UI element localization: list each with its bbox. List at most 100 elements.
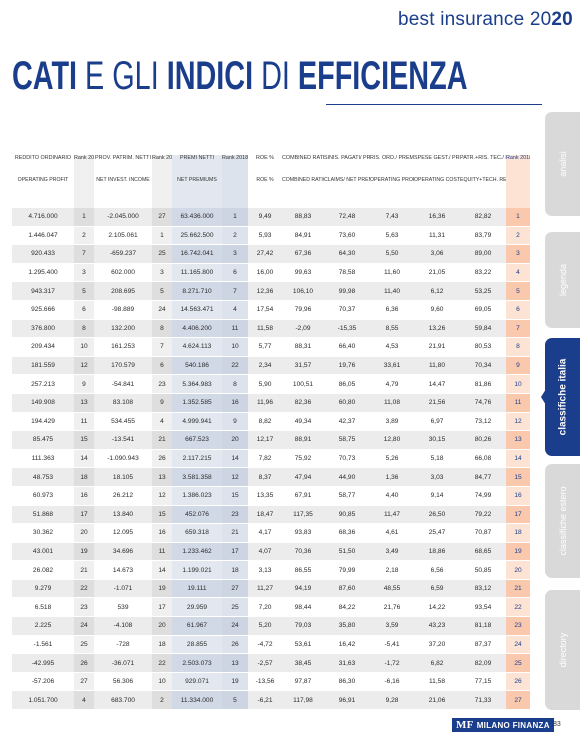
- value-cell: 81,18: [460, 616, 506, 636]
- header-row-english: OPERATING PROFIT NET INVEST. INCOME NET PR…: [12, 177, 530, 208]
- rank-cell: 7: [506, 319, 530, 339]
- value-cell: 11.334.000: [172, 690, 222, 711]
- table-row: 376.800 8 132.200 8 4.406.200 11 11,58 -2,09 -15…: [12, 319, 530, 339]
- value-cell: 84,22: [324, 597, 370, 618]
- rank-cell: 26: [506, 672, 530, 692]
- value-cell: 93,83: [282, 523, 324, 543]
- value-cell: 16.742.041: [172, 244, 222, 264]
- column-header: PROV. PATRIM. NETTI: [95, 155, 151, 161]
- rank-cell: 8: [222, 374, 248, 394]
- value-cell: 25,47: [414, 523, 460, 543]
- rank-cell: 3: [222, 244, 248, 264]
- value-cell: 11,47: [370, 505, 414, 525]
- value-cell: 11,58: [414, 672, 460, 692]
- rank-cell: 10: [506, 374, 530, 394]
- rank-cell: 20: [222, 430, 248, 450]
- value-cell: 14.673: [94, 560, 152, 580]
- value-cell: 63.436.000: [172, 208, 222, 227]
- rank-cell: 23: [74, 597, 94, 618]
- value-cell: 9,49: [248, 208, 282, 227]
- value-cell: 83,79: [460, 226, 506, 246]
- value-cell: -98.889: [94, 300, 152, 320]
- value-cell: 44,90: [324, 467, 370, 487]
- value-cell: 11,27: [248, 579, 282, 599]
- tab-legenda[interactable]: legenda: [545, 232, 580, 328]
- value-cell: 42,37: [324, 412, 370, 432]
- value-cell: 920.433: [12, 244, 74, 264]
- value-cell: 2.105.061: [94, 226, 152, 246]
- rank-cell: 14: [152, 560, 172, 580]
- value-cell: 208.695: [94, 281, 152, 301]
- table-row: 925.666 6 -98.889 24 14.563.471 4 17,54 79,96 70…: [12, 300, 530, 320]
- value-cell: 11,40: [370, 281, 414, 301]
- table-row: -1.561 25 -728 18 28.855 26 -4,72 53,61 16,42 -5,…: [12, 635, 530, 655]
- tab-directory[interactable]: directory: [545, 590, 580, 710]
- value-cell: 11,08: [370, 393, 414, 413]
- value-cell: 7,82: [248, 449, 282, 469]
- table-row: 43.001 19 34.696 11 1.233.462 17 4,07 70,36 51,5…: [12, 542, 530, 562]
- value-cell: 93,54: [460, 597, 506, 618]
- value-cell: 4,79: [370, 374, 414, 394]
- value-cell: 8.271.710: [172, 281, 222, 301]
- rank-cell: 22: [222, 356, 248, 376]
- value-cell: 929.071: [172, 672, 222, 692]
- column-header-english: OPERATING COSTS/NET PREMIUMS: [414, 177, 460, 183]
- value-cell: 6,12: [414, 281, 460, 301]
- value-cell: -1,72: [370, 653, 414, 673]
- value-cell: -659.237: [94, 244, 152, 264]
- rank-cell: 27: [152, 208, 172, 227]
- value-cell: 70,73: [324, 449, 370, 469]
- rank-cell: 4: [506, 263, 530, 283]
- value-cell: 5,26: [370, 449, 414, 469]
- value-cell: 83,22: [460, 263, 506, 283]
- rank-cell: 9: [152, 393, 172, 413]
- value-cell: 47,94: [282, 467, 324, 487]
- rank-cell: 4: [74, 690, 94, 711]
- rank-cell: 6: [222, 263, 248, 283]
- rank-cell: 16: [152, 523, 172, 543]
- tab-classifiche-estero[interactable]: classifiche estero: [545, 464, 580, 578]
- column-header-english: [74, 177, 94, 208]
- table-row: 149.908 13 83.108 9 1.352.585 16 11,96 82,36 60,…: [12, 393, 530, 413]
- value-cell: 6,59: [414, 579, 460, 599]
- value-cell: 11,58: [248, 319, 282, 339]
- rank-cell: 15: [74, 430, 94, 450]
- value-cell: 683.700: [94, 690, 152, 711]
- value-cell: 53,25: [460, 281, 506, 301]
- column-header: PREMI NETTI: [172, 155, 222, 177]
- rank-cell: 12: [74, 356, 94, 376]
- value-cell: 6.518: [12, 597, 74, 618]
- value-cell: 5,77: [248, 337, 282, 357]
- value-cell: 27,42: [248, 244, 282, 264]
- rank-cell: 19: [506, 542, 530, 562]
- rank-cell: 24: [506, 635, 530, 655]
- value-cell: 19,76: [324, 356, 370, 376]
- rank-cell: 26: [152, 449, 172, 469]
- table-row: 111.363 14 -1.090.943 26 2.117.215 14 7,82 75,9…: [12, 449, 530, 469]
- rank-cell: 17: [74, 505, 94, 525]
- column-header: Rank 2018: [152, 155, 172, 177]
- value-cell: 17,54: [248, 300, 282, 320]
- rank-cell: 10: [152, 672, 172, 692]
- value-cell: 94,19: [282, 579, 324, 599]
- value-cell: -54.841: [94, 374, 152, 394]
- value-cell: 89,00: [460, 244, 506, 264]
- tab-analisi[interactable]: analisi: [545, 112, 580, 216]
- table-row: 60.973 16 26.212 12 1.386.023 15 13,35 67,91 58,…: [12, 486, 530, 506]
- value-cell: 4.624.113: [172, 337, 222, 357]
- column-header: ROE %: [256, 155, 274, 161]
- value-cell: 50,85: [460, 560, 506, 580]
- rank-cell: 2: [506, 226, 530, 246]
- value-cell: 8,82: [248, 412, 282, 432]
- value-cell: 25.662.500: [172, 226, 222, 246]
- value-cell: -1.090.943: [94, 449, 152, 469]
- value-cell: -15,35: [324, 319, 370, 339]
- rank-cell: 18: [506, 523, 530, 543]
- value-cell: 1.051.700: [12, 690, 74, 711]
- rank-cell: 1: [506, 208, 530, 227]
- value-cell: 80,26: [460, 430, 506, 450]
- value-cell: 49,34: [282, 412, 324, 432]
- column-header-english: OPERATING PROFIT: [17, 177, 69, 183]
- table-row: 85.475 15 -13.541 21 667.523 20 12,17 88,91 58,7…: [12, 430, 530, 450]
